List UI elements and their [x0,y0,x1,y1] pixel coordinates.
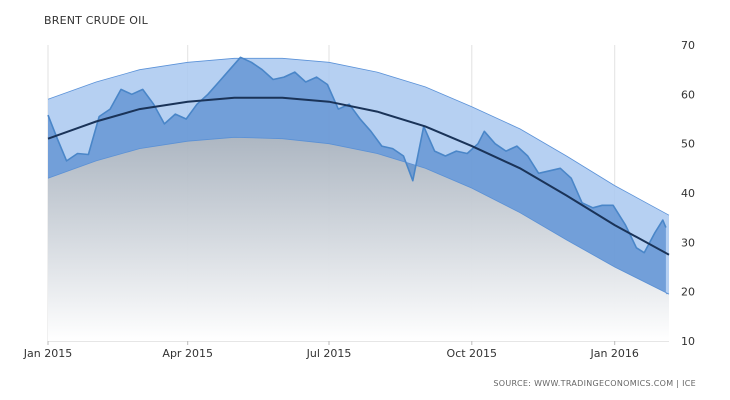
price-line [47,56,667,254]
y-tick-label: 20 [681,286,695,299]
x-tick-label: Apr 2015 [162,347,213,360]
under-area-layer [48,137,669,341]
x-axis-ticks: Jan 2015 Apr 2015 Jul 2015 Oct 2015 Jan 2016 [23,341,639,360]
y-tick-label: 10 [681,335,695,348]
y-axis-ticks: 10 20 30 40 50 60 70 [681,39,695,348]
trend-line [47,96,670,256]
chart-title: BRENT CRUDE OIL [44,14,149,27]
trend-layer [47,96,670,256]
y-tick-label: 30 [681,236,695,249]
y-tick-label: 60 [681,88,695,101]
price-layer [47,56,669,295]
under-band-area [48,137,669,341]
y-tick-label: 50 [681,138,695,151]
y-tick-label: 40 [681,187,695,200]
price-area [48,57,669,295]
x-tick-label: Jan 2015 [23,347,72,360]
x-tick-label: Jan 2016 [589,347,638,360]
x-tick-label: Oct 2015 [447,347,498,360]
y-tick-label: 70 [681,39,695,52]
band-upper-edge [47,57,670,216]
source-note: SOURCE: WWW.TRADINGECONOMICS.COM | ICE [493,379,696,388]
x-tick-label: Jul 2015 [306,347,352,360]
